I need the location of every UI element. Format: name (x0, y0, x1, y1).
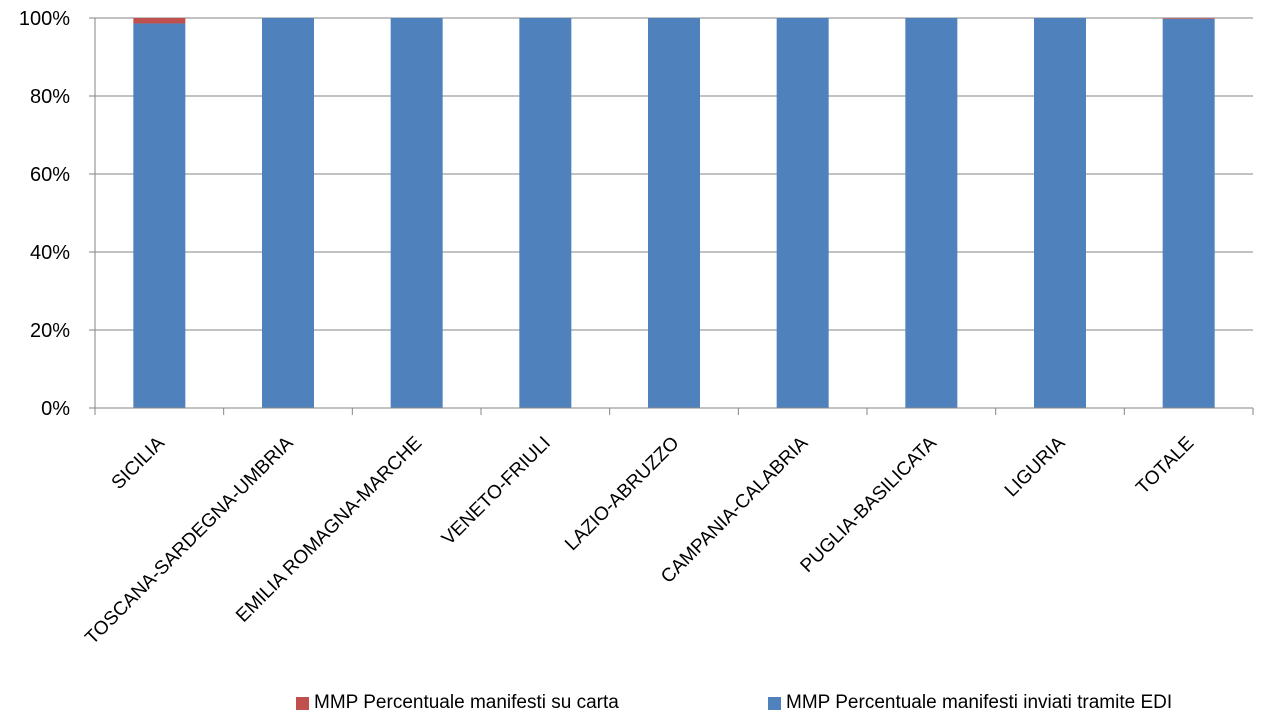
x-tick-label: TOSCANA-SARDEGNA-UMBRIA (81, 432, 297, 648)
bar-carta (1162, 18, 1215, 19)
y-tick-label: 60% (30, 164, 70, 186)
y-tick-label: 40% (30, 242, 70, 264)
bar-edi (1162, 18, 1215, 409)
y-tick-label: 100% (19, 8, 70, 30)
legend-item-edi: MMP Percentuale manifesti inviati tramit… (768, 690, 1172, 716)
x-tick-label: PUGLIA-BASILICATA (797, 432, 941, 576)
bars (133, 18, 1215, 409)
bar-carta (133, 18, 186, 24)
legend-label-edi: MMP Percentuale manifesti inviati tramit… (786, 692, 1173, 713)
x-tick-label: CAMPANIA-CALABRIA (657, 432, 812, 587)
legend-swatch-carta (296, 696, 309, 710)
x-tick-label: SICILIA (108, 432, 169, 493)
legend-label-carta: MMP Percentuale manifesti su carta (314, 692, 619, 713)
y-tick-label: 80% (30, 86, 70, 108)
bar-edi (776, 18, 829, 408)
bar-edi (262, 18, 314, 408)
legend-swatch-edi (768, 696, 781, 710)
y-tick-label: 20% (30, 320, 70, 342)
bar-edi (905, 18, 958, 408)
x-tick-label: LAZIO-ABRUZZO (561, 433, 683, 555)
bar-edi (390, 18, 443, 408)
bar-edi (648, 18, 700, 408)
legend-item-carta: MMP Percentuale manifesti su carta (296, 690, 619, 716)
x-tick-label: TOTALE (1132, 433, 1198, 499)
x-tick-label: LIGURIA (1001, 432, 1070, 501)
y-tick-labels: 0% 20% 40% 60% 80% 100% (19, 8, 70, 420)
bar-edi (519, 18, 572, 408)
bar-edi (133, 23, 186, 409)
x-tick-label: VENETO-FRIULI (438, 433, 555, 550)
axes (89, 17, 1254, 415)
bar-edi (1034, 18, 1086, 408)
y-tick-label: 0% (41, 398, 70, 420)
